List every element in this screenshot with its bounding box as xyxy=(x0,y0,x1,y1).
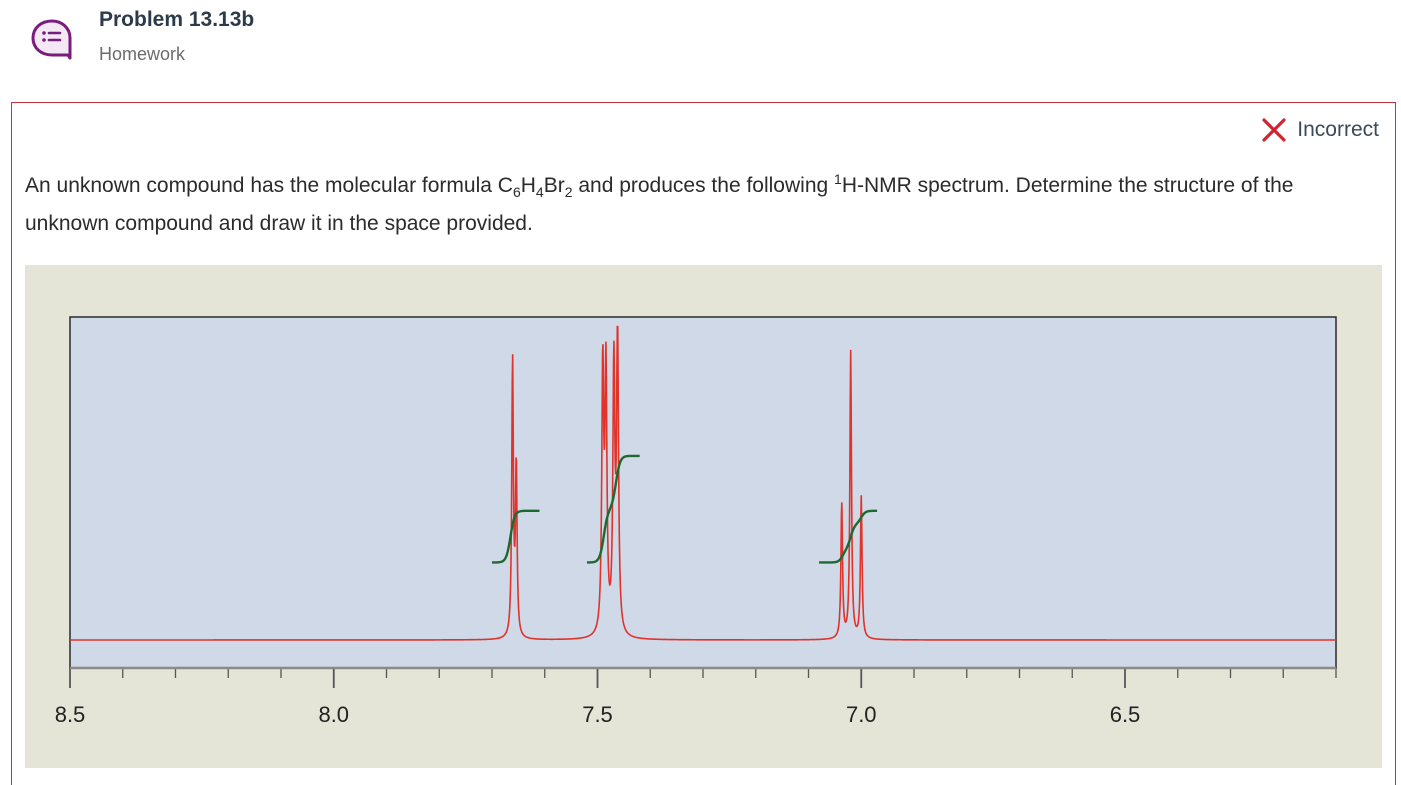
problem-type: Homework xyxy=(99,44,186,64)
plot-area xyxy=(69,316,1337,669)
close-x-icon xyxy=(1262,118,1286,142)
status-indicator: Incorrect xyxy=(1261,117,1379,143)
x-tick-label: 7.5 xyxy=(582,702,613,727)
status-label: Incorrect xyxy=(1297,118,1379,141)
problem-title: Problem 13.13b xyxy=(99,8,255,31)
x-tick-label: 8.0 xyxy=(318,702,349,727)
x-tick-label: 7.0 xyxy=(846,702,877,727)
question-text: An unknown compound has the molecular fo… xyxy=(25,171,1294,235)
page-header: Problem 13.13b Homework xyxy=(0,0,1401,90)
integral-curve xyxy=(492,509,540,564)
question-panel: Incorrect An unknown compound has the mo… xyxy=(11,102,1396,785)
nmr-spectrum-figure: 8.5 8.0 7.5 7.0 6.5 xyxy=(25,265,1382,768)
integral-curve xyxy=(819,509,878,564)
integral-curve xyxy=(586,454,640,564)
nmr-spectrum-chart: 8.5 8.0 7.5 7.0 6.5 xyxy=(55,316,1337,727)
x-tick-label: 6.5 xyxy=(1110,702,1141,727)
chat-list-icon xyxy=(31,19,72,60)
x-tick-label: 8.5 xyxy=(55,702,86,727)
spectrum-line xyxy=(70,325,1336,641)
